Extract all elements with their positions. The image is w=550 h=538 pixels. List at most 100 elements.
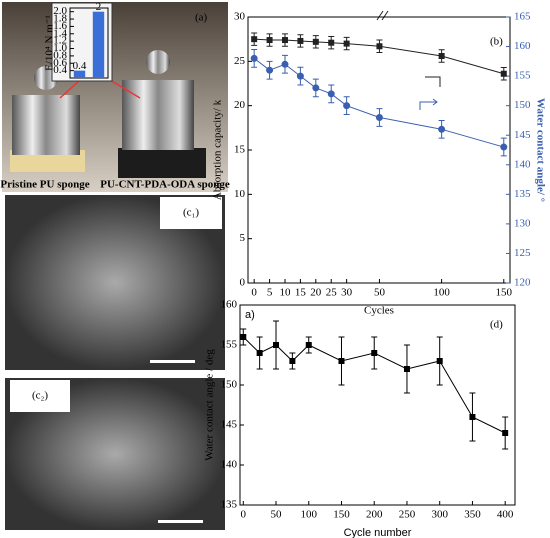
point [343, 40, 350, 47]
sem-c2: (c₂) [5, 378, 225, 530]
y-tick-label: 135 [221, 499, 238, 511]
data-label: 0.4 [73, 60, 87, 72]
x-tick-label: 300 [431, 509, 448, 521]
y2-tick-label: 165 [514, 11, 531, 23]
point [305, 342, 312, 348]
plot-frame [239, 304, 516, 506]
y-tick-label: 1.6 [53, 20, 67, 32]
point [251, 36, 258, 43]
point [403, 366, 410, 372]
y-tick-label: 0.8 [53, 49, 67, 61]
photo-caption: PU-CNT-PDA-ODA sponge [100, 179, 230, 191]
x-tick-label: 100 [301, 509, 318, 521]
bar [73, 70, 86, 78]
panel-label: (a) [195, 12, 208, 24]
y-axis-title: E/10⁴ N m⁻¹ [44, 15, 56, 71]
point [273, 342, 280, 348]
point [266, 66, 274, 74]
y2-tick-label: 135 [514, 188, 531, 200]
point [240, 334, 247, 340]
y-tick-label: 140 [221, 459, 238, 471]
x-axis-title: Cycles [364, 305, 394, 317]
panel-label: (d) [490, 319, 503, 331]
point [266, 37, 273, 44]
x-tick-label: 100 [433, 287, 450, 299]
y-tick-label: 2.0 [53, 5, 67, 17]
y-tick-label: 15 [234, 144, 246, 156]
point [376, 43, 383, 50]
series-line [254, 38, 504, 75]
point [502, 430, 509, 436]
panel-label: (c₂) [32, 390, 48, 402]
point [250, 54, 258, 62]
point [297, 37, 304, 44]
plot-frame [69, 7, 109, 79]
point [289, 358, 296, 364]
bar [92, 11, 105, 78]
y2-axis-title: Water contact angle/ ° [534, 98, 546, 202]
y-tick-label: 1.8 [53, 13, 67, 25]
y-tick-label: 1.0 [53, 42, 67, 54]
y-tick-label: 155 [221, 339, 238, 351]
y-tick-label: 25 [234, 55, 246, 67]
x-tick-label: 0 [251, 287, 257, 299]
point [436, 358, 443, 364]
point [338, 358, 345, 364]
y-tick-label: 0 [240, 277, 246, 289]
x-tick-label: 250 [399, 509, 416, 521]
x-tick-label: 150 [496, 287, 513, 299]
y2-tick-label: 160 [514, 40, 531, 52]
point [371, 350, 378, 356]
y2-tick-label: 125 [514, 247, 531, 259]
point [327, 90, 335, 98]
x-tick-label: 50 [374, 287, 386, 299]
y-tick-label: 20 [234, 99, 246, 111]
x-tick-label: 350 [464, 509, 481, 521]
x-tick-label: 150 [333, 509, 350, 521]
y2-tick-label: 150 [514, 99, 531, 111]
point [500, 143, 508, 151]
y-tick-label: 160 [221, 299, 238, 311]
point [296, 72, 304, 80]
data-label: 2 [96, 1, 102, 13]
legend-arrows [376, 10, 441, 110]
x-tick-label: 10 [279, 287, 291, 299]
y-tick-label: 10 [234, 188, 246, 200]
annotation: a) [245, 309, 255, 321]
y-tick-label: 0.4 [53, 64, 67, 76]
photo-a: (a) Pristine PU sponge PU-CNT-PDA-ODA sp… [0, 2, 230, 192]
x-tick-label: 400 [497, 509, 514, 521]
x-tick-label: 20 [310, 287, 322, 299]
y2-tick-label: 155 [514, 70, 531, 82]
point [281, 37, 288, 44]
point [256, 350, 263, 356]
y2-tick-label: 140 [514, 158, 531, 170]
y-tick-label: 1.2 [53, 35, 67, 47]
x-tick-label: 5 [267, 287, 273, 299]
panel-label: (c₁) [183, 207, 199, 219]
y-tick-label: 145 [221, 419, 238, 431]
y-axis-title: Absorption capacity/ k [212, 99, 224, 200]
y2-tick-label: 145 [514, 129, 531, 141]
x-tick-label: 0 [241, 509, 247, 521]
x-tick-label: 15 [295, 287, 307, 299]
point [438, 125, 446, 133]
x-tick-label: 25 [326, 287, 338, 299]
point [469, 414, 476, 420]
point [438, 53, 445, 60]
y-axis-title: Water contact angle / deg [204, 349, 216, 461]
y-tick-label: 5 [240, 232, 246, 244]
plot-frame [247, 16, 511, 284]
point [312, 38, 319, 45]
y2-tick-label: 130 [514, 217, 531, 229]
point [312, 84, 320, 92]
y-tick-label: 0.6 [53, 57, 67, 69]
panel-label: (b) [490, 36, 503, 48]
photo-caption: Pristine PU sponge [0, 179, 89, 191]
point [375, 113, 383, 121]
point [328, 39, 335, 46]
series-line [253, 57, 504, 148]
y2-tick-label: 120 [514, 277, 531, 289]
y-tick-label: 30 [234, 11, 246, 23]
